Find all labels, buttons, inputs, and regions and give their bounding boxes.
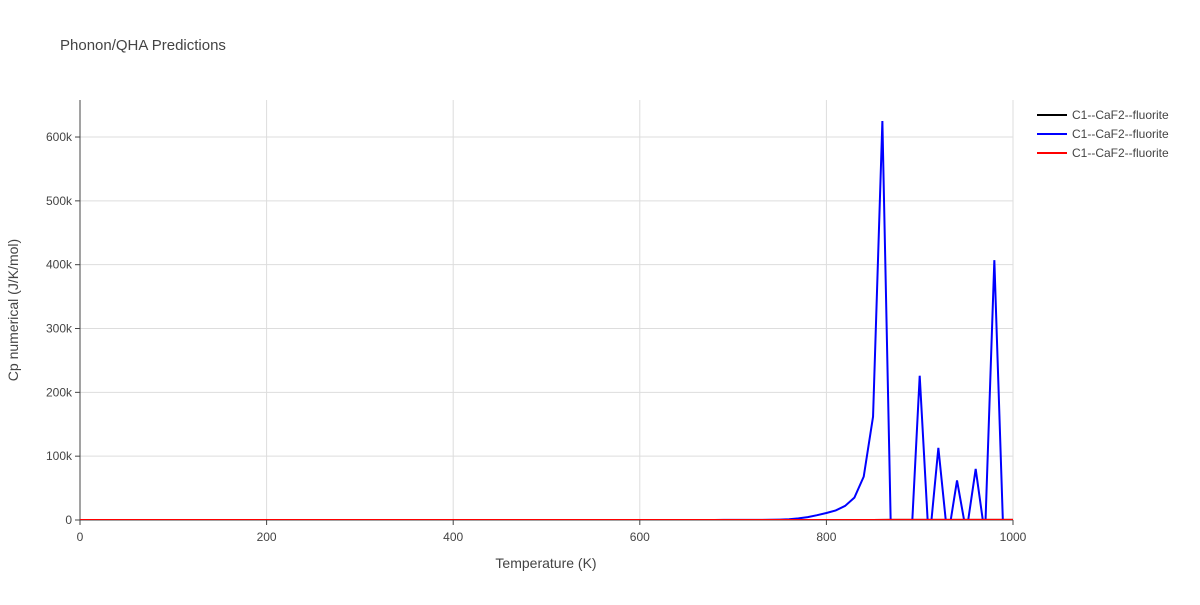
y-tick-label: 300k [46,322,73,336]
x-tick-label: 400 [443,530,463,544]
x-axis-label: Temperature (K) [495,555,596,571]
legend-label: C1--CaF2--fluorite [1072,127,1169,141]
y-tick-label: 100k [46,449,73,463]
series-line [80,121,1004,600]
plot-area [80,121,1013,600]
x-tick-label: 600 [630,530,650,544]
x-tick-label: 1000 [1000,530,1027,544]
x-tick-label: 0 [77,530,84,544]
y-axis-label: Cp numerical (J/K/mol) [5,239,21,381]
x-tick-label: 800 [816,530,836,544]
legend-label: C1--CaF2--fluorite [1072,146,1169,160]
y-tick-label: 200k [46,385,73,399]
x-tick-label: 200 [257,530,277,544]
chart-title: Phonon/QHA Predictions [60,37,226,54]
y-tick-label: 600k [46,130,73,144]
y-tick-label: 400k [46,258,73,272]
legend-label: C1--CaF2--fluorite [1072,108,1169,122]
y-tick-label: 500k [46,194,73,208]
y-tick-label: 0 [65,513,72,527]
